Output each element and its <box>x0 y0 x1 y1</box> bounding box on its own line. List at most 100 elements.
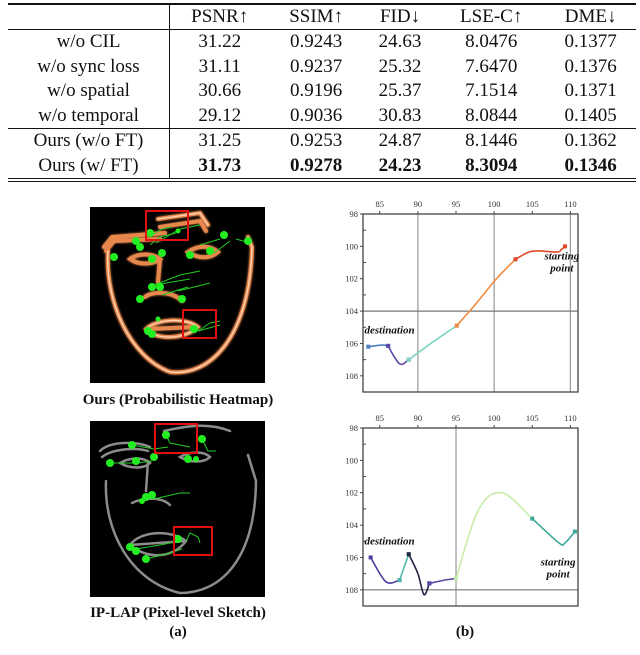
data-point <box>366 344 371 349</box>
header-cell: PSNR↑ <box>169 3 270 30</box>
table-cell: 7.6470 <box>465 55 518 77</box>
table-row: w/o spatial 30.66 0.9196 25.37 7.1514 0.1371 <box>8 79 636 104</box>
results-table: PSNR↑ SSIM↑ FID↓ LSE-C↑ DME↓ w/o CIL 31.2… <box>8 3 636 182</box>
highlight-boxes <box>154 423 213 556</box>
start-annotation: starting <box>543 250 579 262</box>
trajectory-segment <box>429 577 457 585</box>
heatmap-face-drawing <box>102 210 255 375</box>
x-tick-label: 105 <box>526 413 539 423</box>
trajectory-chart-top: 85 90 95 100 105 110 98 100 102 104 106 108 destinat… <box>345 199 580 393</box>
data-point <box>563 244 568 249</box>
table-cell: 0.9036 <box>290 104 343 126</box>
trajectory-segment <box>368 344 389 348</box>
table-cell: 0.9253 <box>269 128 363 154</box>
trajectory-chart-bottom: 85 90 95 100 105 110 98 100 102 104 106 108 destinat… <box>345 413 579 607</box>
table-row: Ours (w/ FT) 31.73 0.9278 24.23 8.3094 0.1346 <box>8 153 636 182</box>
table-row: w/o temporal 29.12 0.9036 30.83 8.0844 0.1405 <box>8 103 636 129</box>
plot-frame <box>362 213 579 393</box>
table-row: w/o sync loss 31.11 0.9237 25.32 7.6470 0.137… <box>8 54 636 79</box>
header-cell: SSIM↑ <box>269 3 363 30</box>
trajectory-segment <box>387 345 410 366</box>
data-point <box>454 323 459 328</box>
table-cell: 31.11 <box>198 55 241 77</box>
highlight-boxes <box>145 210 217 339</box>
x-tick-label: 95 <box>452 413 461 423</box>
trajectory-segment <box>456 258 517 327</box>
sketch-caption: IP-LAP (Pixel-level Sketch) <box>90 605 266 621</box>
data-point <box>406 357 411 362</box>
row-label: w/o sync loss <box>8 54 170 79</box>
x-tick-label: 85 <box>376 199 385 209</box>
panel-b-label: (b) <box>455 624 475 640</box>
trajectory-segment <box>455 491 533 579</box>
trajectory-segment <box>369 557 400 584</box>
heatmap-face-image <box>90 207 265 383</box>
header-cell: DME↓ <box>545 3 636 30</box>
panel-a-label: (a) <box>169 624 187 640</box>
y-tick-label: 102 <box>345 274 358 284</box>
table-cell: 25.37 <box>378 80 422 102</box>
table-cell: 8.0844 <box>465 104 518 126</box>
table-cell: 0.9243 <box>290 31 343 53</box>
x-tick-label: 105 <box>526 199 539 209</box>
start-annotation: point <box>549 262 574 274</box>
header-cell: FID↓ <box>362 3 438 30</box>
table-cell: 0.9196 <box>290 80 343 102</box>
row-label: w/o spatial <box>8 79 170 104</box>
table-cell: 0.1376 <box>564 55 617 77</box>
table-cell: 31.22 <box>198 31 242 53</box>
trajectory-segment <box>398 553 410 581</box>
table-body: w/o CIL 31.22 0.9243 24.63 8.0476 0.1377 w/o s… <box>8 29 636 182</box>
table-cell: 30.66 <box>198 80 242 102</box>
y-tick-label: 108 <box>345 371 358 381</box>
table-cell: 24.63 <box>378 31 422 53</box>
data-point <box>513 257 518 262</box>
destination-annotation: destination <box>365 536 415 548</box>
trajectory-segment <box>515 245 566 261</box>
header-cell: LSE-C↑ <box>437 3 546 30</box>
table-cell: 0.1346 <box>545 153 636 182</box>
table-cell: 8.0476 <box>465 31 518 53</box>
sketch-face-image <box>90 421 265 597</box>
table-cell: 0.1362 <box>545 128 636 154</box>
x-tick-label: 100 <box>488 413 501 423</box>
table-cell: 0.9237 <box>290 55 343 77</box>
trajectory-segment <box>408 553 431 596</box>
table-cell: 25.32 <box>378 55 422 77</box>
table-cell: 31.25 <box>169 128 270 154</box>
data-point <box>386 343 391 348</box>
data-point <box>368 555 373 560</box>
row-label: w/o CIL <box>8 29 170 55</box>
table-cell: 0.1405 <box>564 104 617 126</box>
table-cell: 8.3094 <box>437 153 546 182</box>
y-tick-label: 106 <box>345 552 358 562</box>
row-label: Ours (w/o FT) <box>8 128 170 154</box>
y-tick-label: 104 <box>345 306 359 316</box>
table-cell: 0.1371 <box>564 80 617 102</box>
x-tick-label: 85 <box>376 413 385 423</box>
landmark-trails <box>149 224 251 332</box>
sketch-face-drawing <box>98 423 258 595</box>
start-annotation: point <box>545 569 570 581</box>
table-row: Ours (w/o FT) 31.25 0.9253 24.87 8.1446 0.136… <box>8 128 636 154</box>
table-cell: 31.73 <box>169 153 270 182</box>
table-cell: 0.1377 <box>564 31 617 53</box>
data-point <box>530 516 535 521</box>
row-label: w/o temporal <box>8 103 170 129</box>
data-point <box>397 578 402 583</box>
y-tick-label: 100 <box>345 455 358 465</box>
x-tick-label: 90 <box>414 199 423 209</box>
y-tick-label: 98 <box>350 209 359 219</box>
trajectory-segment <box>408 324 458 361</box>
start-annotation: starting <box>540 557 576 569</box>
data-point <box>406 552 411 557</box>
y-tick-label: 102 <box>345 488 358 498</box>
table-cell: 7.1514 <box>465 80 518 102</box>
table-cell: 24.87 <box>362 128 438 154</box>
data-point <box>427 581 432 586</box>
y-tick-label: 104 <box>345 520 359 530</box>
table-cell: 24.23 <box>362 153 438 182</box>
x-tick-label: 90 <box>414 413 423 423</box>
table-cell: 0.9278 <box>269 153 363 182</box>
x-tick-label: 110 <box>564 199 576 209</box>
